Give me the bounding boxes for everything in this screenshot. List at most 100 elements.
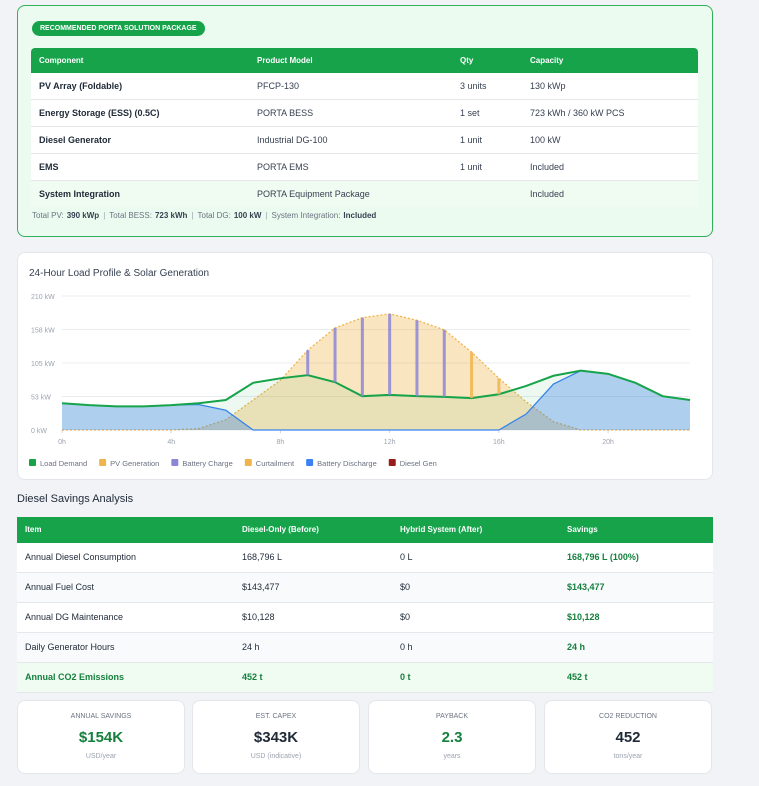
kpi-label: EST. CAPEX (255, 713, 297, 720)
table-cell: $0 (400, 612, 411, 622)
chart: 24-Hour Load Profile & Solar Generation … (29, 268, 691, 468)
kpi-unit: tons/year (613, 753, 643, 760)
kpi-value: 452 (615, 729, 641, 746)
table-cell: 0 L (400, 552, 413, 562)
x-tick-label: 8h (277, 439, 285, 446)
header-cell: Product Model (257, 56, 313, 65)
table-cell: 0 t (400, 672, 411, 682)
package-card: RECOMMENDED PORTA SOLUTION PACKAGE Compo… (17, 5, 713, 237)
legend-swatch (99, 459, 107, 466)
legend-label: Battery Charge (182, 459, 232, 468)
table-cell: 723 kWh / 360 kW PCS (530, 108, 625, 118)
table-row: Annual DG Maintenance $10,128 $0 $10,128 (17, 603, 713, 633)
table-cell: $10,128 (242, 612, 275, 622)
bar (333, 327, 337, 383)
separator: | (103, 211, 106, 220)
table-cell: Industrial DG-100 (257, 135, 328, 145)
kpi-label: ANNUAL SAVINGS (70, 713, 132, 720)
kpi-card: PAYBACK 2.3 years (368, 700, 536, 774)
table-row: Energy Storage (ESS) (0.5C) PORTA BESS 1 s… (31, 100, 698, 127)
package-table: Component Product Model Qty Capacity PV Arra… (31, 48, 698, 207)
legend-label: PV Generation (110, 459, 159, 468)
legend-label: Diesel Gen (400, 459, 437, 468)
table-row: Daily Generator Hours 24 h 0 h 24 h (17, 633, 713, 663)
header-cell: Diesel-Only (Before) (242, 525, 319, 534)
table-cell: $0 (400, 582, 411, 592)
table-row: Annual Diesel Consumption 168,796 L 0 L 168… (17, 543, 713, 573)
kpi-label: CO2 REDUCTION (599, 713, 657, 720)
kpi-unit: USD/year (85, 753, 117, 760)
table-cell: EMS (39, 162, 59, 172)
table-cell: Daily Generator Hours (25, 642, 115, 652)
bar (470, 352, 474, 399)
table-header: Item Diesel-Only (Before) Hybrid System (A… (17, 517, 713, 543)
table-cell: 1 unit (460, 162, 483, 172)
table-row: Annual Fuel Cost $143,477 $0 $143,477 (17, 573, 713, 603)
table-cell: 100 kW (530, 135, 561, 145)
table-cell: 452 t (242, 672, 263, 682)
legend-swatch (171, 459, 179, 466)
table-cell: $143,477 (242, 582, 280, 592)
table-row: PV Array (Foldable) PFCP-130 3 units 130 kW… (31, 73, 698, 100)
x-tick-label: 4h (167, 439, 175, 446)
package-summary: Total PV: 390 kWp | Total BESS: 723 kWh | Tota… (32, 211, 376, 220)
y-tick-label: 158 kW (31, 328, 55, 335)
y-tick-label: 105 kW (31, 361, 55, 368)
x-tick-label: 16h (493, 439, 505, 446)
bar (442, 329, 446, 397)
summary-label: Total PV: (32, 211, 64, 220)
area (62, 370, 690, 430)
table-cell: PFCP-130 (257, 81, 300, 91)
table-cell: Diesel Generator (39, 135, 112, 145)
header-cell: Component (39, 56, 84, 65)
area (62, 313, 690, 430)
y-tick-label: 53 kW (31, 395, 51, 402)
table-cell: Annual CO2 Emissions (25, 672, 125, 682)
summary-value: Included (343, 211, 377, 220)
kpi-value: $154K (78, 729, 124, 746)
kpi-card: EST. CAPEX $343K USD (indicative) (192, 700, 360, 774)
bar (497, 378, 501, 395)
table-cell: 1 unit (460, 135, 483, 145)
table-cell: PORTA EMS (257, 162, 309, 172)
table-cell: $10,128 (567, 612, 600, 622)
summary-value: 723 kWh (154, 211, 188, 220)
summary-label: Total DG: (197, 211, 231, 220)
series-line (62, 313, 690, 431)
table-cell: 24 h (567, 642, 586, 652)
x-tick-label: 20h (602, 439, 614, 446)
kpi-unit: USD (indicative) (250, 753, 302, 760)
separator: | (191, 211, 194, 220)
table-cell: PORTA Equipment Package (257, 189, 370, 199)
table-cell: 168,796 L (242, 552, 283, 562)
legend-label: Curtailment (256, 459, 295, 468)
table-cell: 3 units (460, 81, 487, 91)
package-badge: RECOMMENDED PORTA SOLUTION PACKAGE (32, 21, 205, 36)
summary-value: 390 kWp (66, 211, 100, 220)
table-cell: 24 h (242, 642, 260, 652)
savings-table: Item Diesel-Only (Before) Hybrid System (A… (17, 517, 713, 693)
header-cell: Savings (567, 525, 598, 534)
kpi-unit: years (443, 753, 461, 760)
table-cell: Included (530, 189, 565, 199)
legend-swatch (244, 459, 252, 466)
table-cell: $143,477 (567, 582, 605, 592)
x-tick-label: 12h (384, 439, 396, 446)
table-cell: 1 set (460, 108, 480, 118)
table-cell: 130 kWp (530, 81, 566, 91)
bar (388, 313, 392, 395)
header-cell: Hybrid System (After) (400, 525, 483, 534)
kpi-card: CO2 REDUCTION 452 tons/year (544, 700, 712, 774)
table-cell: 168,796 L (100%) (567, 552, 639, 562)
kpi-label: PAYBACK (435, 713, 469, 720)
legend-label: Load Demand (40, 459, 87, 468)
y-tick-label: 210 kW (31, 294, 55, 301)
table-cell: 452 t (567, 672, 588, 682)
kpi-value: 2.3 (441, 729, 463, 746)
table-row: EMS PORTA EMS 1 unit Included (31, 154, 698, 181)
legend-swatch (388, 459, 396, 466)
bar (415, 320, 419, 397)
table-cell: Included (530, 162, 565, 172)
table-cell: Annual Fuel Cost (25, 582, 95, 592)
